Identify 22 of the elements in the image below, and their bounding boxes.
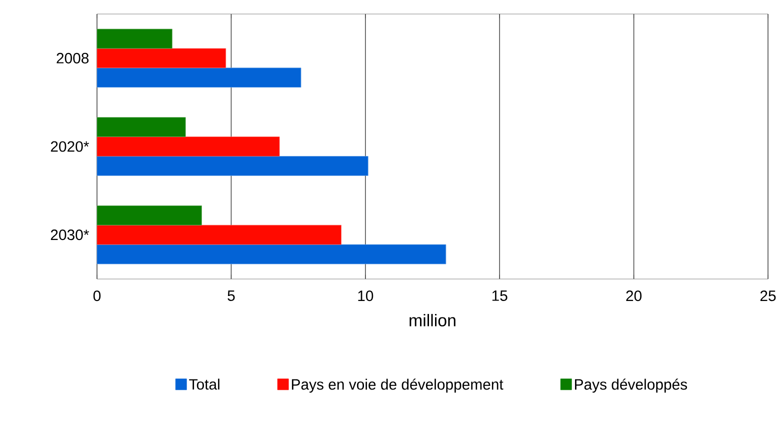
- bar: [96, 156, 368, 176]
- bar: [96, 244, 446, 264]
- x-tick-label: 20: [626, 290, 642, 302]
- y-tick-label: 2030*: [50, 230, 89, 240]
- legend-label: Total: [189, 378, 220, 390]
- x-tick-label: 25: [760, 290, 776, 302]
- bar: [96, 117, 186, 137]
- x-tick-label: 15: [492, 290, 508, 301]
- bar: [96, 68, 302, 88]
- bar: [96, 28, 172, 49]
- bar: [96, 205, 202, 226]
- bar: [96, 224, 342, 245]
- legend-label: Pays en voie de développement: [292, 378, 504, 393]
- y-tick-label: 2008: [56, 52, 89, 64]
- x-tick-label: 0: [93, 290, 101, 302]
- x-tick-label: 10: [358, 290, 374, 302]
- x-tick-label: 5: [228, 290, 235, 301]
- legend-label: Pays développés: [575, 378, 688, 393]
- bar: [96, 48, 226, 68]
- bar: [96, 136, 280, 156]
- x-axis-title: million: [410, 314, 456, 326]
- y-tick-label: 2020*: [50, 141, 89, 152]
